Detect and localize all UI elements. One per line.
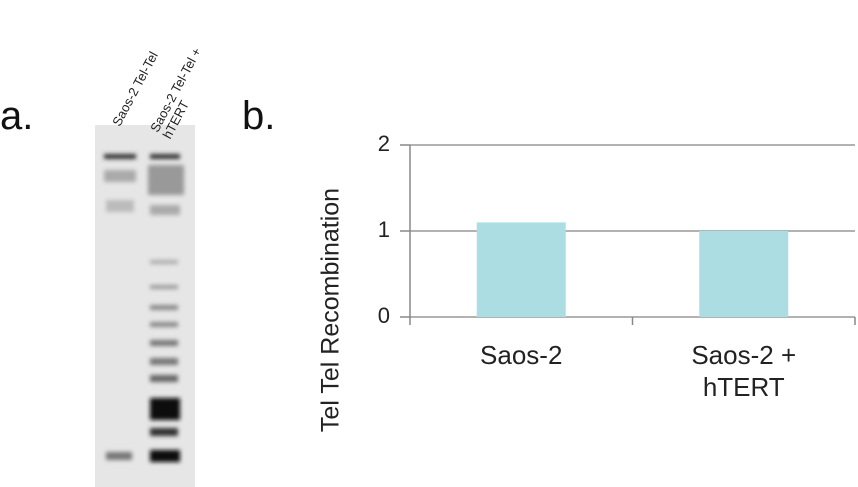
x-tick-label: Saos-2 + hTERT [669, 339, 819, 403]
y-tick-label: 2 [378, 131, 390, 156]
x-tick-label: Saos-2 [446, 339, 596, 371]
chart: Tel Tel Recombination 0 1 2 [0, 0, 858, 487]
figure: a. b. [0, 0, 858, 487]
y-tick-label: 1 [378, 217, 390, 242]
gel-image [95, 125, 195, 487]
y-tick-label: 0 [378, 303, 390, 328]
bar [477, 222, 566, 317]
bar [699, 231, 788, 317]
y-axis-label: Tel Tel Recombination [317, 188, 345, 432]
